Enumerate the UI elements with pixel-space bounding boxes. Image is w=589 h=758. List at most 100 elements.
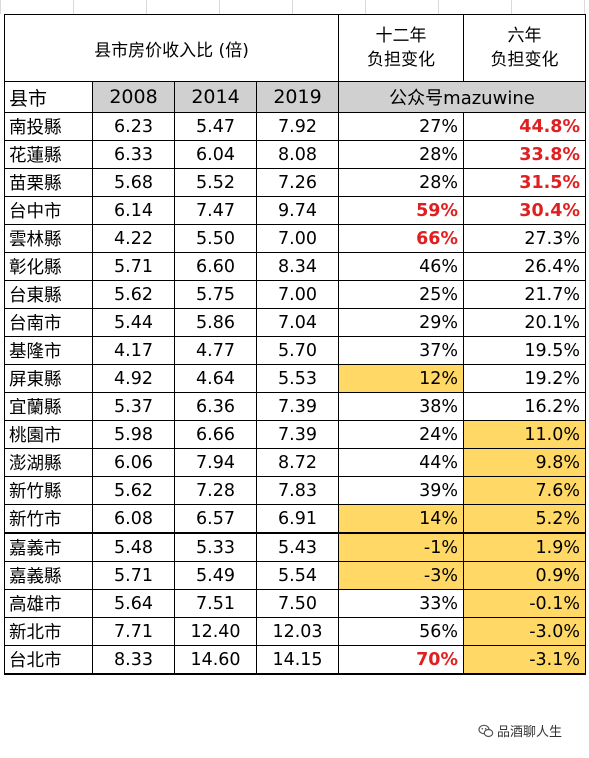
value-2014-cell: 5.75 bbox=[174, 280, 257, 309]
value-2008-cell: 5.68 bbox=[92, 168, 175, 197]
six-year-change-cell: -3.0% bbox=[463, 617, 586, 646]
value-2008-cell: 5.71 bbox=[92, 252, 175, 281]
value-2019-cell: 9.74 bbox=[256, 196, 339, 225]
value-2014-cell: 5.86 bbox=[174, 308, 257, 337]
six-year-change-cell: 9.8% bbox=[463, 448, 586, 477]
county-name-cell: 嘉義市 bbox=[4, 532, 93, 562]
value-2014-cell: 7.28 bbox=[174, 476, 257, 505]
six-year-change-cell: 19.5% bbox=[463, 336, 586, 365]
table-row: 基隆市 4.17 4.77 5.70 37% 19.5% bbox=[4, 336, 586, 365]
six-year-change-cell: 21.7% bbox=[463, 280, 586, 309]
value-2014-cell: 6.60 bbox=[174, 252, 257, 281]
twelve-year-change-cell: 37% bbox=[338, 336, 464, 365]
value-2014-cell: 5.49 bbox=[174, 561, 257, 590]
value-2019-cell: 7.26 bbox=[256, 168, 339, 197]
sheet-gridlines bbox=[0, 0, 589, 14]
six-year-change-cell: 33.8% bbox=[463, 140, 586, 169]
county-name-cell: 新竹市 bbox=[4, 504, 93, 534]
table-row: 新北市 7.71 12.40 12.03 56% -3.0% bbox=[4, 617, 586, 646]
table-title: 县市房价收入比 (倍) bbox=[4, 14, 339, 82]
value-2014-cell: 6.04 bbox=[174, 140, 257, 169]
county-name-cell: 宜蘭縣 bbox=[4, 392, 93, 421]
county-name-cell: 桃園市 bbox=[4, 420, 93, 449]
value-2008-cell: 6.08 bbox=[92, 504, 175, 534]
county-name-cell: 花蓮縣 bbox=[4, 140, 93, 169]
value-2019-cell: 8.34 bbox=[256, 252, 339, 281]
twelve-year-change-cell: 14% bbox=[338, 504, 464, 534]
table-row: 桃園市 5.98 6.66 7.39 24% 11.0% bbox=[4, 420, 586, 449]
value-2008-cell: 6.33 bbox=[92, 140, 175, 169]
county-name-cell: 新竹縣 bbox=[4, 476, 93, 505]
county-name-cell: 屏東縣 bbox=[4, 364, 93, 393]
value-2008-cell: 5.98 bbox=[92, 420, 175, 449]
six-year-change-cell: -0.1% bbox=[463, 589, 586, 618]
header-row: 县市房价收入比 (倍) 十二年 负担变化 六年 负担变化 bbox=[4, 14, 586, 82]
twelve-year-change-cell: 28% bbox=[338, 140, 464, 169]
six-year-change-cell: 19.2% bbox=[463, 364, 586, 393]
six-year-change-cell: 26.4% bbox=[463, 252, 586, 281]
value-2014-cell: 7.94 bbox=[174, 448, 257, 477]
value-2008-cell: 4.17 bbox=[92, 336, 175, 365]
twelve-year-change-cell: 33% bbox=[338, 589, 464, 618]
value-2008-cell: 6.23 bbox=[92, 112, 175, 141]
six-year-change-cell: -3.1% bbox=[463, 645, 586, 675]
six-year-change-cell: 7.6% bbox=[463, 476, 586, 505]
twelve-year-change-cell: -3% bbox=[338, 561, 464, 590]
value-2019-cell: 7.83 bbox=[256, 476, 339, 505]
table-row: 高雄市 5.64 7.51 7.50 33% -0.1% bbox=[4, 589, 586, 618]
credit-text: 品酒聊人生 bbox=[497, 725, 563, 740]
wechat-icon bbox=[478, 724, 494, 737]
twelve-year-change-cell: 27% bbox=[338, 112, 464, 141]
value-2019-cell: 5.70 bbox=[256, 336, 339, 365]
value-2019-cell: 5.53 bbox=[256, 364, 339, 393]
six-year-header-line2: 负担变化 bbox=[490, 50, 559, 70]
year-2019-header: 2019 bbox=[256, 81, 339, 113]
six-year-change-cell: 1.9% bbox=[463, 532, 586, 562]
year-2008-header: 2008 bbox=[92, 81, 175, 113]
value-2014-cell: 5.47 bbox=[174, 112, 257, 141]
value-2019-cell: 7.39 bbox=[256, 420, 339, 449]
value-2008-cell: 5.71 bbox=[92, 561, 175, 590]
county-name-cell: 高雄市 bbox=[4, 589, 93, 618]
value-2008-cell: 5.62 bbox=[92, 280, 175, 309]
county-name-cell: 台北市 bbox=[4, 645, 93, 675]
value-2008-cell: 8.33 bbox=[92, 645, 175, 675]
value-2019-cell: 8.72 bbox=[256, 448, 339, 477]
twelve-year-change-cell: 59% bbox=[338, 196, 464, 225]
value-2014-cell: 5.33 bbox=[174, 532, 257, 562]
year-header-row: 县市 2008 2014 2019 公众号mazuwine bbox=[4, 81, 586, 113]
six-year-header-line1: 六年 bbox=[507, 26, 542, 46]
value-2008-cell: 7.71 bbox=[92, 617, 175, 646]
twelve-year-change-cell: 38% bbox=[338, 392, 464, 421]
six-year-change-cell: 20.1% bbox=[463, 308, 586, 337]
value-2019-cell: 7.39 bbox=[256, 392, 339, 421]
twelve-year-change-cell: 46% bbox=[338, 252, 464, 281]
table-row: 台中市 6.14 7.47 9.74 59% 30.4% bbox=[4, 196, 586, 225]
table-row: 苗栗縣 5.68 5.52 7.26 28% 31.5% bbox=[4, 168, 586, 197]
value-2008-cell: 5.48 bbox=[92, 532, 175, 562]
county-name-cell: 南投縣 bbox=[4, 112, 93, 141]
twelve-year-change-cell: 56% bbox=[338, 617, 464, 646]
table-row: 新竹縣 5.62 7.28 7.83 39% 7.6% bbox=[4, 476, 586, 505]
table-row: 台東縣 5.62 5.75 7.00 25% 21.7% bbox=[4, 280, 586, 309]
value-2019-cell: 5.43 bbox=[256, 532, 339, 562]
value-2019-cell: 6.91 bbox=[256, 504, 339, 534]
six-year-change-cell: 31.5% bbox=[463, 168, 586, 197]
twelve-year-change-header: 十二年 负担变化 bbox=[338, 14, 464, 82]
value-2014-cell: 6.57 bbox=[174, 504, 257, 534]
value-2014-cell: 12.40 bbox=[174, 617, 257, 646]
six-year-change-cell: 27.3% bbox=[463, 224, 586, 253]
value-2008-cell: 6.14 bbox=[92, 196, 175, 225]
table-row: 宜蘭縣 5.37 6.36 7.39 38% 16.2% bbox=[4, 392, 586, 421]
table-row: 新竹市 6.08 6.57 6.91 14% 5.2% bbox=[4, 504, 586, 534]
value-2014-cell: 4.77 bbox=[174, 336, 257, 365]
twelve-year-change-cell: 28% bbox=[338, 168, 464, 197]
county-name-cell: 苗栗縣 bbox=[4, 168, 93, 197]
twelve-year-change-cell: 66% bbox=[338, 224, 464, 253]
value-2008-cell: 6.06 bbox=[92, 448, 175, 477]
value-2014-cell: 7.47 bbox=[174, 196, 257, 225]
value-2019-cell: 7.92 bbox=[256, 112, 339, 141]
table-row: 屏東縣 4.92 4.64 5.53 12% 19.2% bbox=[4, 364, 586, 393]
table-row: 澎湖縣 6.06 7.94 8.72 44% 9.8% bbox=[4, 448, 586, 477]
